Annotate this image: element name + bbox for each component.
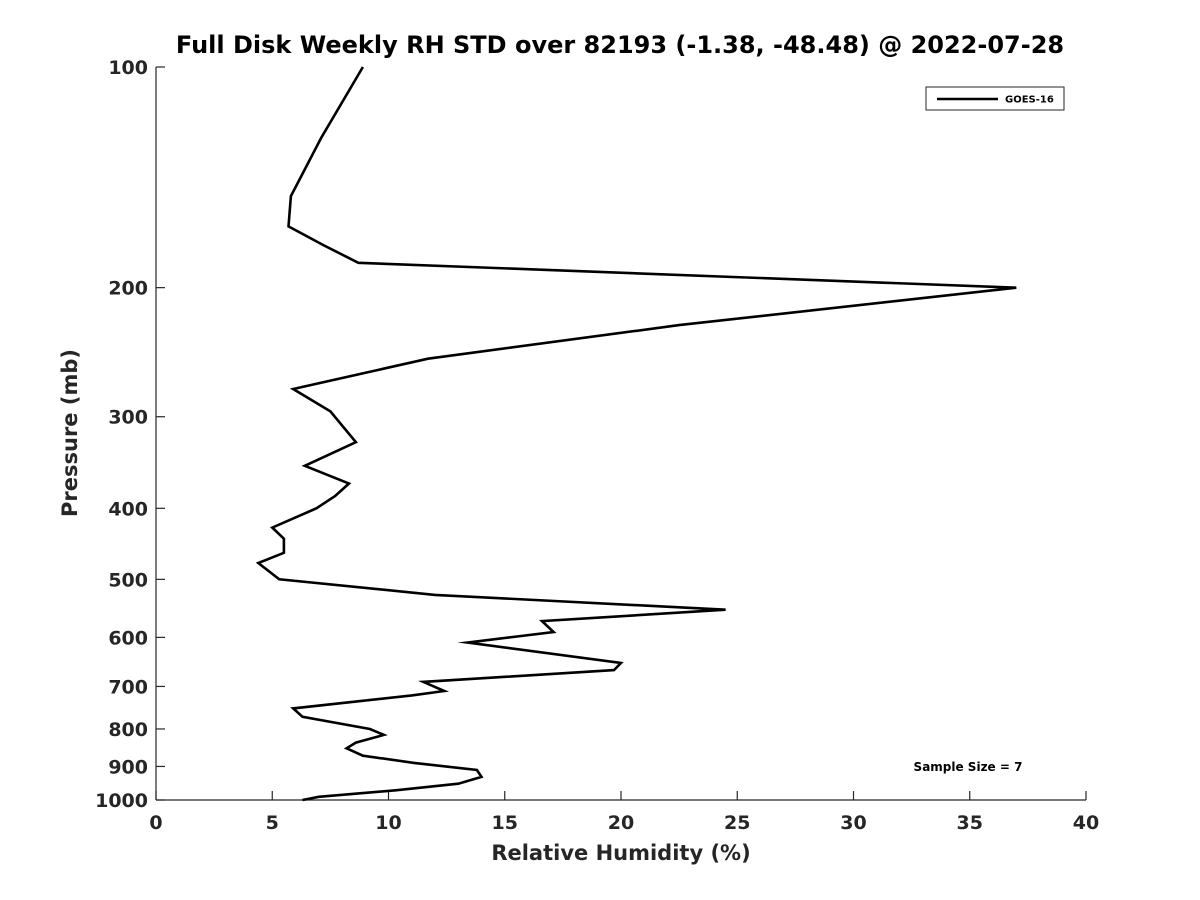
legend: GOES-16 <box>925 86 1065 111</box>
y-tick-label: 500 <box>108 569 148 591</box>
x-tick-label: 5 <box>266 812 279 834</box>
y-tick-label: 800 <box>108 719 148 741</box>
y-tick-label: 400 <box>108 498 148 520</box>
series-line-goes-16 <box>255 66 1017 802</box>
x-tick-label: 10 <box>375 812 401 834</box>
sample-size-annotation: Sample Size = 7 <box>914 760 1023 774</box>
y-tick-label: 200 <box>108 278 148 300</box>
y-tick-label: 600 <box>108 627 148 649</box>
y-axis-ticks: 100 200 300 400 500 600 700 800 900 1000 <box>95 57 165 812</box>
x-tick-label: 30 <box>840 812 866 834</box>
y-tick-label: 100 <box>108 57 148 79</box>
x-tick-label: 25 <box>724 812 750 834</box>
x-tick-label: 40 <box>1073 812 1099 834</box>
x-tick-label: 35 <box>957 812 983 834</box>
legend-label-goes-16: GOES-16 <box>1005 95 1054 106</box>
y-tick-label: 300 <box>108 407 148 429</box>
series-layer <box>255 66 1017 802</box>
y-tick-label: 900 <box>108 756 148 778</box>
plot-axes <box>155 67 1086 801</box>
x-axis-ticks: 0 5 10 15 20 25 30 35 40 <box>149 791 1099 834</box>
y-axis-label: Pressure (mb) <box>58 349 82 517</box>
x-tick-label: 20 <box>608 812 634 834</box>
x-tick-label: 0 <box>149 812 162 834</box>
y-tick-label: 1000 <box>95 790 148 812</box>
x-tick-label: 15 <box>492 812 518 834</box>
chart-title: Full Disk Weekly RH STD over 82193 (-1.3… <box>176 31 1064 59</box>
y-tick-label: 700 <box>108 676 148 698</box>
x-axis-label: Relative Humidity (%) <box>491 841 750 865</box>
